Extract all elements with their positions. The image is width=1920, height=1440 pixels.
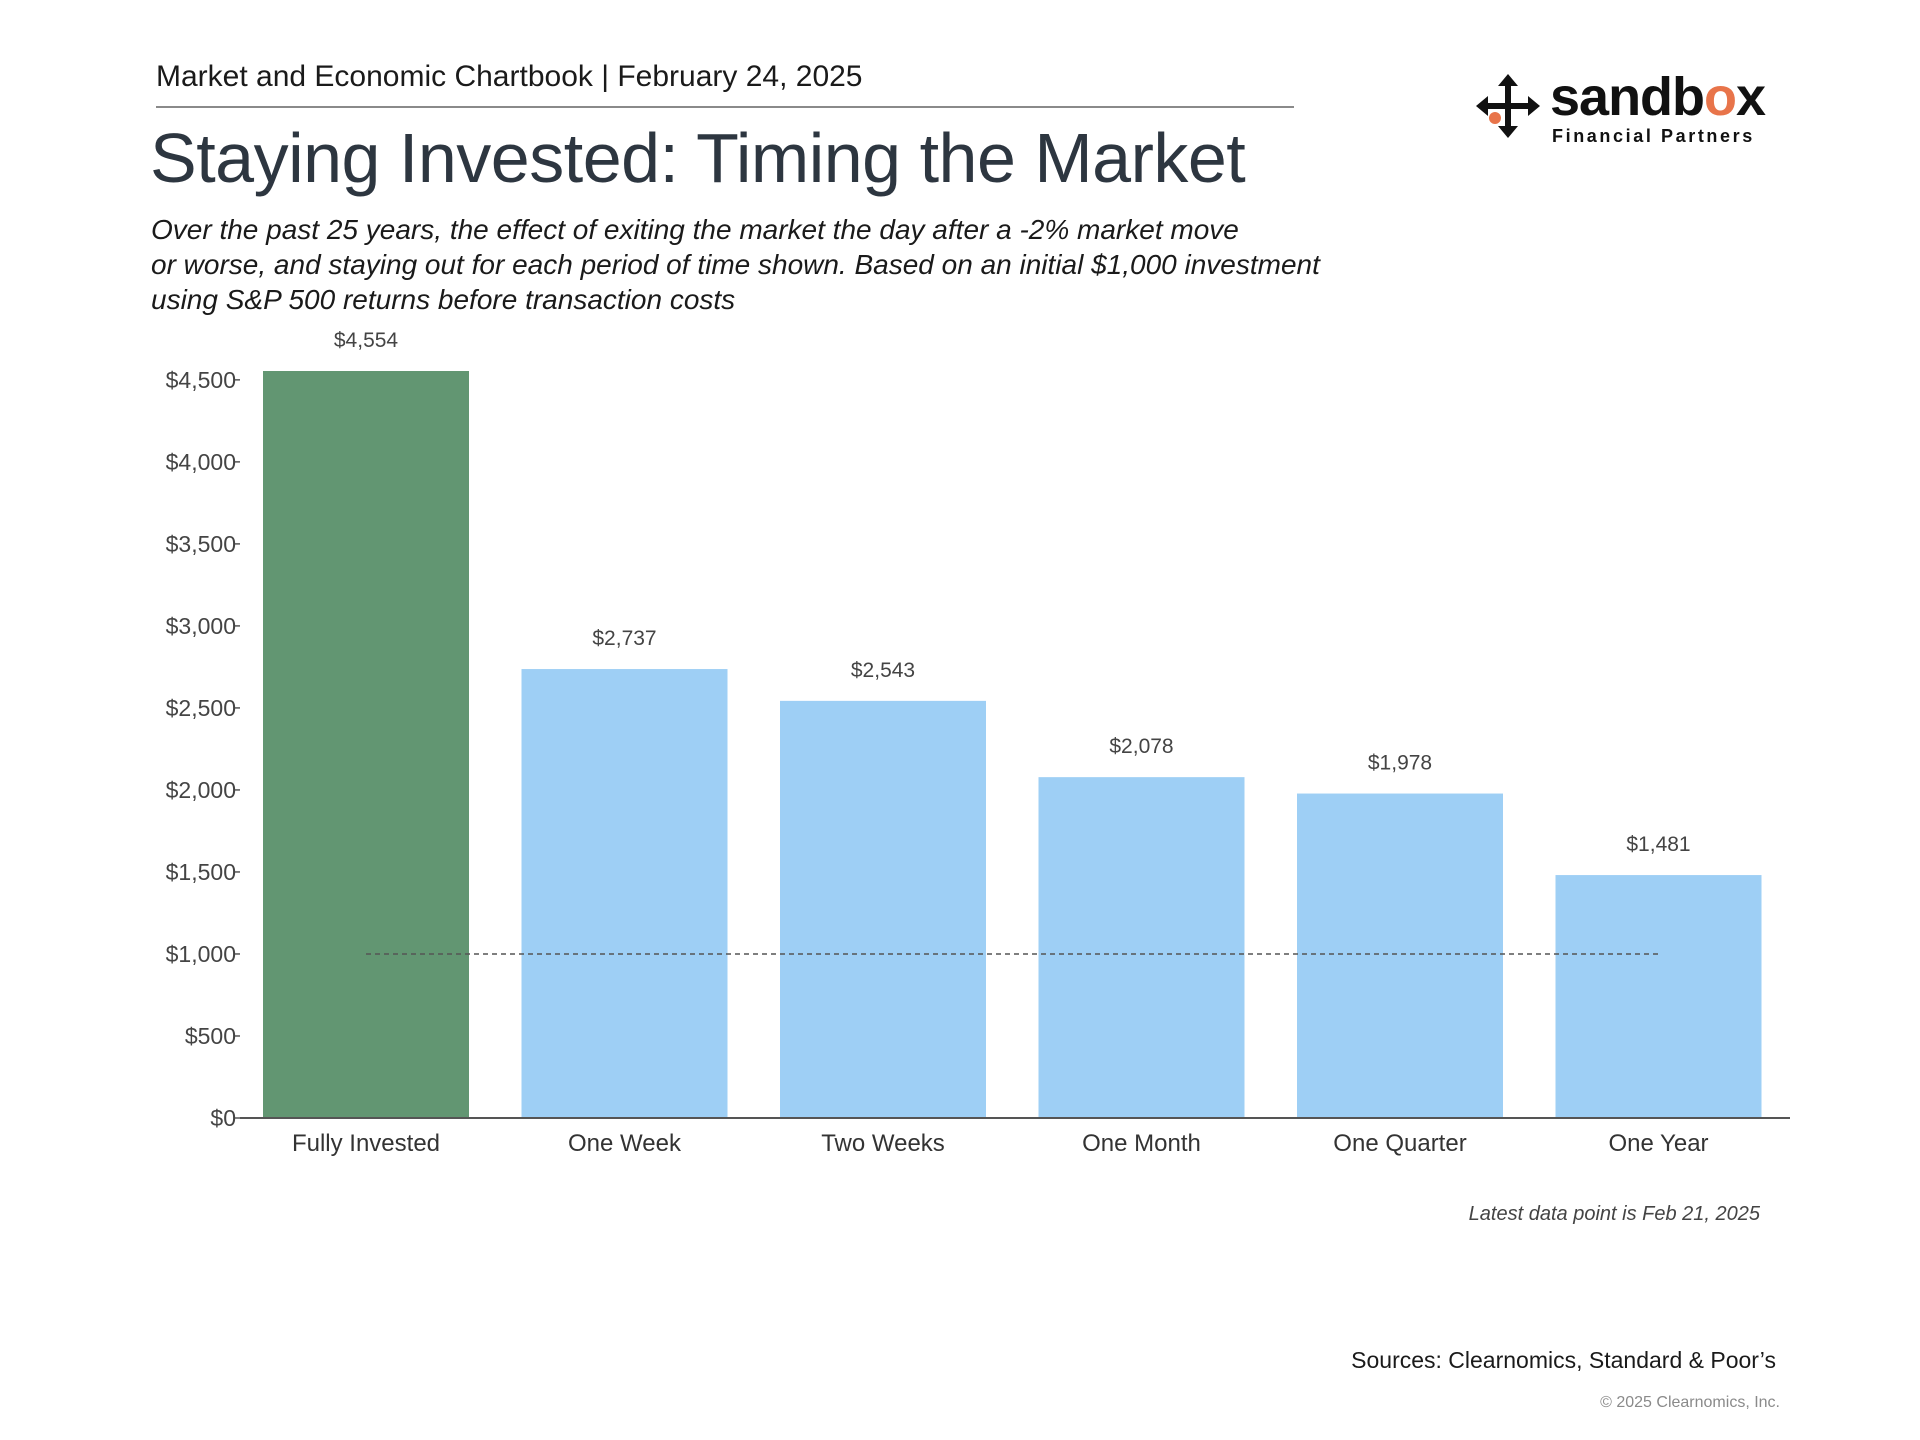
bar-value-label: $1,978 xyxy=(1368,752,1432,775)
sources-note: Sources: Clearnomics, Standard & Poor’s xyxy=(1351,1347,1776,1373)
bar-one-quarter xyxy=(1297,793,1503,1118)
category-label: Two Weeks xyxy=(821,1130,945,1157)
bar-one-year xyxy=(1555,875,1762,1118)
category-label: One Quarter xyxy=(1333,1130,1466,1157)
chartbook-header: Market and Economic Chartbook | February… xyxy=(156,60,863,93)
subtitle-line-1: Over the past 25 years, the effect of ex… xyxy=(151,214,1239,245)
y-tick-label: $4,500 xyxy=(166,367,236,393)
data-date-note: Latest data point is Feb 21, 2025 xyxy=(1468,1203,1760,1225)
chart-subtitle: Over the past 25 years, the effect of ex… xyxy=(151,212,1401,317)
sandbox-logo: sandbox Financial Partners xyxy=(1476,67,1766,150)
four-way-arrows-icon xyxy=(1476,74,1540,138)
logo-wordmark: sandbox xyxy=(1550,66,1766,128)
bar-two-weeks xyxy=(780,700,986,1118)
bar-value-label: $2,543 xyxy=(851,659,915,682)
bar-value-label: $1,481 xyxy=(1626,833,1690,856)
subtitle-line-3: using S&P 500 returns before transaction… xyxy=(151,284,736,315)
copyright-note: © 2025 Clearnomics, Inc. xyxy=(1600,1394,1780,1411)
page-title: Staying Invested: Timing the Market xyxy=(150,119,1246,197)
category-label: One Month xyxy=(1082,1130,1201,1157)
bar-value-label: $4,554 xyxy=(334,329,399,352)
logo-name-accent: o xyxy=(1704,67,1737,127)
category-label: One Week xyxy=(568,1130,682,1157)
logo-tagline: Financial Partners xyxy=(1552,126,1755,146)
bar-one-week xyxy=(521,669,728,1118)
bar-value-label: $2,737 xyxy=(592,627,656,650)
logo-name-suffix: x xyxy=(1736,67,1766,127)
category-label: Fully Invested xyxy=(292,1130,440,1157)
y-tick-label: $1,000 xyxy=(166,941,236,967)
bar-value-label: $2,078 xyxy=(1109,735,1173,758)
y-tick-label: $3,500 xyxy=(166,531,236,557)
subtitle-line-2: or worse, and staying out for each perio… xyxy=(151,249,1320,280)
bar-fully-invested xyxy=(263,371,469,1118)
y-tick-label: $2,000 xyxy=(166,777,236,803)
bar-one-month xyxy=(1038,777,1245,1118)
category-label: One Year xyxy=(1608,1130,1708,1157)
y-tick-label: $500 xyxy=(185,1023,236,1049)
y-tick-label: $4,000 xyxy=(166,449,236,475)
y-tick-label: $2,500 xyxy=(166,695,236,721)
y-tick-label: $3,000 xyxy=(166,613,236,639)
logo-name-prefix: sandb xyxy=(1550,67,1705,127)
header-divider xyxy=(156,106,1294,108)
y-tick-label: $1,500 xyxy=(166,859,236,885)
y-tick-label: $0 xyxy=(210,1105,236,1131)
